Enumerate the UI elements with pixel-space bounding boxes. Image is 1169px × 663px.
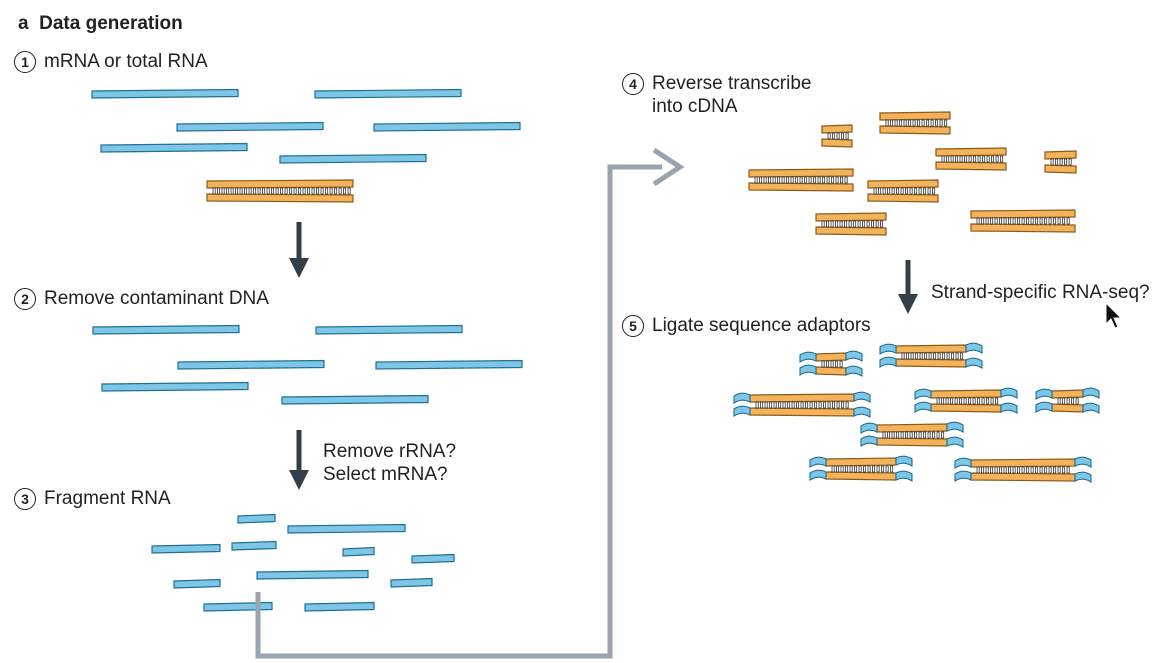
cdna-duplex (821, 124, 853, 148)
rna-fragment (237, 513, 276, 524)
rna-strand (373, 121, 521, 132)
rna-strand (279, 153, 427, 164)
rna-fragment (203, 601, 273, 612)
step-3-label: 3 Fragment RNA (14, 487, 171, 510)
rna-fragment (151, 543, 221, 554)
cdna-duplexes-step4 (748, 111, 1077, 236)
rna-fragment (287, 523, 406, 534)
ligated-fragments-step5 (733, 342, 1100, 483)
rna-strand (281, 394, 429, 405)
panel-title: Data generation (39, 13, 183, 34)
arrow-step1-to-step2 (289, 222, 309, 278)
step-4-text: Reverse transcribe into cDNA (652, 72, 811, 118)
rna-fragment (304, 601, 375, 612)
panel-label: a (18, 13, 29, 34)
arrow-step3-to-step4 (255, 147, 685, 659)
rna-strands-step1 (91, 88, 521, 164)
cdna-duplex (1044, 150, 1077, 174)
step-2-text: Remove contaminant DNA (44, 288, 269, 309)
rna-strand (177, 359, 325, 370)
rna-strand (91, 88, 239, 99)
cdna-duplex (748, 168, 854, 192)
arrow-label-remove-rrna: Remove rRNA? (323, 441, 457, 462)
step-5-label: 5 Ligate sequence adaptors (622, 314, 871, 337)
rna-strand (315, 324, 463, 335)
ligated-fragment (799, 350, 863, 377)
ligated-fragment (954, 456, 1092, 483)
cdna-duplex (935, 147, 1007, 171)
rna-strand (314, 88, 462, 99)
step-1-text: mRNA or total RNA (44, 51, 208, 72)
contaminant-dna-step1 (206, 179, 354, 203)
cdna-duplex (815, 212, 887, 236)
arrow-label-strand-specific: Strand-specific RNA-seq? (931, 282, 1150, 303)
rna-fragment (342, 546, 375, 557)
step-2-label: 2 Remove contaminant DNA (14, 287, 269, 310)
rna-fragment (411, 553, 455, 564)
ligated-fragment (879, 342, 983, 369)
rna-fragments-step3 (151, 513, 455, 612)
arrow-step2-to-step3 (289, 430, 309, 490)
rna-fragment (173, 578, 221, 589)
rna-strands-step2 (92, 324, 523, 405)
step-4-label: 4 Reverse transcribe into cDNA (622, 72, 811, 118)
rna-strand (100, 142, 248, 153)
rna-strand (176, 121, 324, 132)
step-1-number: 1 (14, 51, 36, 73)
arrow-step4-to-step5 (898, 260, 918, 314)
rna-strand (101, 381, 249, 392)
ligated-fragment (860, 421, 964, 448)
mouse-cursor-icon (1105, 301, 1123, 329)
step-5-text: Ligate sequence adaptors (652, 315, 871, 336)
rna-fragment (390, 577, 433, 588)
ligated-fragment (809, 455, 913, 482)
arrow-label-select-mrna: Select mRNA? (323, 464, 448, 485)
rna-fragment (256, 569, 369, 580)
step-1-label: 1 mRNA or total RNA (14, 50, 208, 73)
ligated-fragment (914, 387, 1018, 414)
dna-duplex (206, 179, 354, 203)
step-3-number: 3 (14, 488, 36, 510)
rna-strand (92, 324, 240, 335)
cdna-duplex (879, 111, 951, 135)
step-4-text-line2: into cDNA (652, 96, 738, 117)
rna-fragment (231, 540, 277, 551)
step-4-text-line1: Reverse transcribe (652, 73, 812, 94)
ligated-fragment (733, 391, 871, 418)
cdna-duplex (970, 209, 1076, 233)
process-arrows (255, 147, 918, 659)
step-4-number: 4 (622, 73, 644, 95)
ligated-fragment (1035, 387, 1100, 414)
step-5-number: 5 (622, 315, 644, 337)
rna-strand (375, 359, 523, 370)
panel-heading: a Data generation (18, 12, 183, 35)
step-2-number: 2 (14, 288, 36, 310)
cdna-duplex (867, 179, 939, 203)
step-3-text: Fragment RNA (44, 488, 171, 509)
